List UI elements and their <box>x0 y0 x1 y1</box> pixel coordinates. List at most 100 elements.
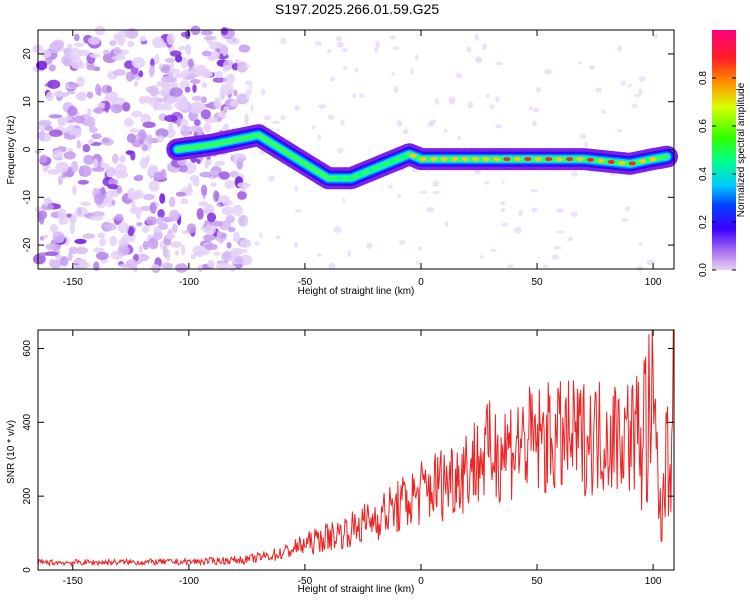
noise-blob <box>210 182 217 187</box>
noise-blob <box>646 259 655 266</box>
noise-blob <box>222 77 228 83</box>
ridge-peak <box>336 176 344 181</box>
ridge-peak <box>649 157 657 162</box>
noise-blob <box>506 264 514 269</box>
noise-blob <box>154 53 160 65</box>
noise-blob <box>141 225 150 234</box>
noise-blob <box>73 42 84 48</box>
noise-blob <box>238 44 251 53</box>
noise-blob <box>275 235 281 240</box>
noise-blob <box>117 185 122 194</box>
noise-blob <box>165 232 176 240</box>
noise-blob <box>336 41 344 48</box>
noise-blob <box>134 76 142 80</box>
noise-blob <box>228 264 237 272</box>
noise-blob <box>578 61 582 65</box>
noise-blob <box>466 46 472 54</box>
noise-blob <box>141 144 149 152</box>
noise-blob <box>190 253 196 259</box>
noise-blob <box>387 184 394 189</box>
noise-blob <box>634 94 641 98</box>
noise-blob <box>530 189 539 193</box>
noise-blob <box>120 154 126 162</box>
noise-blob <box>153 171 163 181</box>
noise-blob <box>199 171 213 178</box>
noise-blob <box>185 44 192 56</box>
noise-blob <box>220 27 229 36</box>
noise-blob <box>86 64 96 71</box>
noise-blob <box>114 213 124 222</box>
noise-blob <box>220 83 234 95</box>
noise-blob <box>111 97 126 105</box>
ridge-peak <box>628 161 636 166</box>
noise-blob <box>123 117 134 127</box>
noise-blob <box>237 182 251 189</box>
ridge-peak <box>503 157 511 162</box>
noise-blob <box>328 114 334 120</box>
noise-blob <box>75 246 89 255</box>
noise-blob <box>294 185 298 193</box>
noise-blob <box>109 235 117 247</box>
colorbar-tick-label: 0.2 <box>698 215 709 229</box>
noise-blob <box>77 91 87 102</box>
noise-blob <box>87 108 92 117</box>
noise-blob <box>204 160 210 169</box>
noise-blob <box>209 40 222 51</box>
noise-blob <box>580 134 587 139</box>
noise-blob <box>244 113 249 126</box>
noise-blob <box>82 233 95 239</box>
noise-blob <box>140 113 152 124</box>
noise-blob <box>236 93 250 105</box>
ridge-peak <box>378 163 385 168</box>
noise-blob <box>318 104 327 109</box>
noise-blob <box>397 194 401 199</box>
x-tick-label: 0 <box>418 576 424 587</box>
noise-blob <box>417 246 422 252</box>
noise-blob <box>204 224 216 235</box>
noise-blob <box>347 250 352 258</box>
noise-blob <box>180 126 191 137</box>
noise-blob <box>44 125 53 131</box>
noise-blob <box>221 206 235 216</box>
noise-blob <box>184 86 191 93</box>
noise-blob <box>330 76 335 82</box>
noise-blob <box>73 115 86 124</box>
y-tick-label: 400 <box>22 414 33 431</box>
snr-line <box>37 329 674 568</box>
noise-blob <box>402 128 409 135</box>
noise-blob <box>203 122 212 133</box>
noise-blob <box>108 178 119 186</box>
noise-blob <box>39 130 45 141</box>
noise-blob <box>415 260 420 265</box>
spectrogram-y-ticks: -20 -10 0 10 20 <box>22 48 674 252</box>
noise-blob <box>214 160 226 166</box>
noise-blob <box>455 72 463 79</box>
noise-blob <box>159 193 166 204</box>
noise-blob <box>109 40 117 46</box>
noise-blob <box>601 109 606 114</box>
ridge-peak <box>451 157 459 162</box>
colorbar: 0.0 0.2 0.4 0.6 0.8 Normalized spectral ampl… <box>698 30 747 277</box>
ridge-peak <box>419 157 427 162</box>
noise-blob <box>180 56 189 69</box>
noise-blob <box>638 88 643 96</box>
noise-blob <box>312 125 316 130</box>
y-tick-label: 200 <box>22 487 33 504</box>
noise-blob <box>131 200 136 212</box>
noise-blob <box>160 66 170 74</box>
noise-blob <box>232 204 243 216</box>
noise-blob <box>226 73 236 85</box>
noise-blob <box>200 96 207 104</box>
x-tick-label: -150 <box>63 277 83 288</box>
noise-blob <box>43 166 48 172</box>
ridge-peak <box>576 157 584 162</box>
noise-blob <box>91 133 102 140</box>
noise-blob <box>60 256 69 267</box>
noise-blob <box>97 232 106 239</box>
ridge-peak <box>367 168 375 173</box>
noise-blob <box>39 213 45 225</box>
noise-blob <box>216 261 230 271</box>
noise-blob <box>57 117 68 127</box>
noise-blob <box>111 55 126 61</box>
